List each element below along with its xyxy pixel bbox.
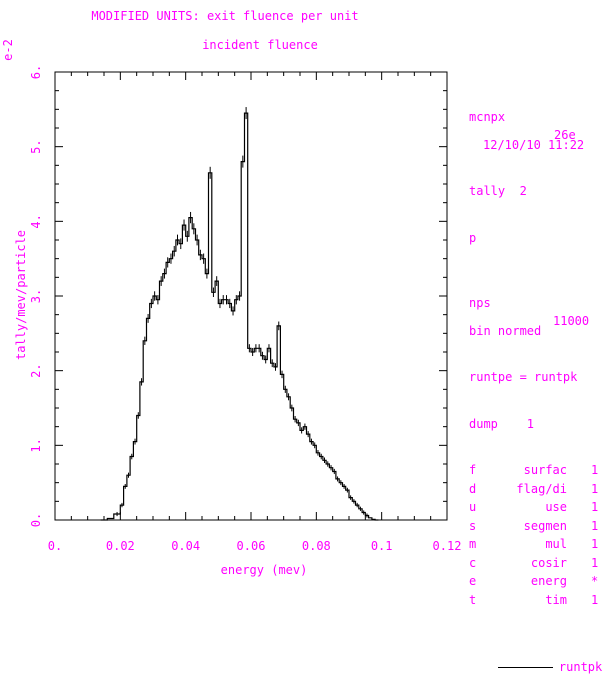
chart-title-line1: MODIFIED UNITS: exit fluence per unit [91, 9, 358, 23]
chart: MODIFIED UNITS: exit fluence per unit in… [1, 9, 462, 577]
y-tick-label: 0. [29, 513, 43, 527]
x-tick-label: 0.04 [171, 539, 200, 553]
tally-number: tally 2 [469, 184, 527, 198]
x-tick-labels: 0. 0.02 0.04 0.06 0.08 0.1 0.12 [48, 539, 462, 553]
chart-title-line2: incident fluence [202, 38, 318, 52]
flag-name: tim [545, 592, 567, 607]
y-axis-label: tally/mev/particle [14, 230, 28, 360]
flag-key: c [469, 555, 477, 570]
nps-row: nps 11000 [469, 275, 613, 329]
flag-name: surfac [523, 463, 567, 477]
y-tick-labels: 0. 1. 2. 3. 4. 5. 6. [29, 65, 43, 527]
series-group [100, 107, 379, 521]
code-version: 26e [554, 128, 576, 142]
y-tick-label: 3. [29, 289, 43, 303]
x-tick-label: 0. [48, 539, 62, 553]
flag-name: segmen [523, 518, 567, 533]
flag-row: t tim 1 [469, 591, 613, 610]
y-tick-label: 1. [29, 438, 43, 452]
code-name: mcnpx [469, 109, 506, 124]
flag-row: c cosir 1 [469, 554, 613, 573]
legend-line-swatch [497, 666, 553, 668]
flag-name: cosir [530, 555, 567, 570]
flag-name: mul [545, 537, 567, 551]
flag-key: d [469, 481, 477, 496]
y-tick-label: 5. [29, 139, 43, 153]
particle-type: p [469, 230, 477, 245]
flag-value: 1 [591, 518, 599, 533]
nps-value: 11000 [553, 314, 590, 328]
x-axis-label: energy (mev) [221, 563, 308, 577]
flag-value: 1 [591, 481, 599, 496]
flag-name: energ [530, 574, 567, 588]
runtpe-line: runtpe = runtpk [469, 370, 578, 384]
flag-row: m mul 1 [469, 535, 613, 554]
flag-row: e energ * [469, 572, 613, 591]
flag-list: f surfac 1 d flag/di 1 u use 1 s segmen 1 m mul 1 c cosi… [469, 461, 613, 609]
y-tick-label: 6. [29, 65, 43, 79]
flag-value: 1 [591, 592, 599, 607]
x-tick-label: 0.1 [371, 539, 393, 553]
flag-key: f [469, 463, 477, 477]
flag-row: d flag/di 1 [469, 480, 613, 499]
flag-row: u use 1 [469, 498, 613, 517]
y-tick-label: 4. [29, 214, 43, 228]
flag-value: 1 [591, 463, 599, 477]
axis-ticks [54, 71, 448, 521]
flag-key: m [469, 537, 477, 551]
plot-frame [54, 71, 448, 521]
bin-normed: bin normed [469, 323, 542, 338]
flag-value: 1 [591, 537, 599, 551]
x-tick-label: 0.02 [106, 539, 135, 553]
nps-label: nps [469, 295, 491, 310]
datetime: 12/10/10 11:22 [483, 137, 585, 152]
flag-key: s [469, 518, 477, 533]
legend-entry: runtpk [469, 639, 613, 674]
flag-value: 1 [591, 500, 599, 514]
y-multiplier: e-2 [1, 39, 15, 61]
flag-row: s segmen 1 [469, 517, 613, 536]
dump-line: dump 1 [469, 416, 535, 431]
flag-row: f surfac 1 [469, 461, 613, 480]
flag-key: u [469, 500, 477, 514]
x-tick-label: 0.12 [433, 539, 462, 553]
flag-value: 1 [591, 555, 599, 570]
flag-name: use [545, 500, 567, 514]
code-version-row: mcnpx 26e [469, 89, 613, 143]
series-line-runtpk [100, 112, 379, 521]
x-tick-label: 0.08 [302, 539, 331, 553]
x-tick-label: 0.06 [237, 539, 266, 553]
flag-key: e [469, 574, 477, 588]
y-tick-label: 2. [29, 363, 43, 377]
flag-value: * [591, 574, 599, 588]
legend-label: runtpk [558, 659, 603, 674]
flag-key: t [469, 592, 477, 607]
flag-name: flag/di [516, 481, 567, 496]
